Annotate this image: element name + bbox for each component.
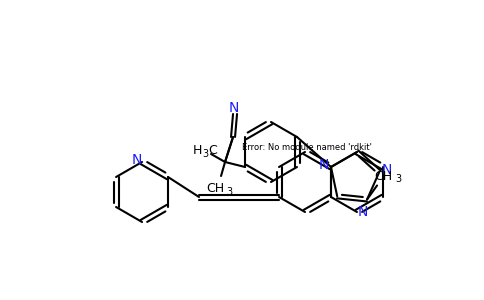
- Text: 3: 3: [226, 187, 232, 197]
- Text: C: C: [208, 145, 217, 158]
- Text: CH: CH: [374, 170, 392, 183]
- Text: N: N: [132, 153, 142, 167]
- Text: N: N: [382, 163, 393, 177]
- Text: Error: No module named 'rdkit': Error: No module named 'rdkit': [242, 143, 372, 152]
- Text: 3: 3: [202, 149, 208, 159]
- Text: CH: CH: [206, 182, 224, 196]
- Text: N: N: [358, 205, 368, 219]
- Text: N: N: [229, 101, 239, 115]
- Text: N: N: [319, 158, 329, 172]
- Text: H: H: [193, 145, 202, 158]
- Text: 3: 3: [395, 175, 401, 184]
